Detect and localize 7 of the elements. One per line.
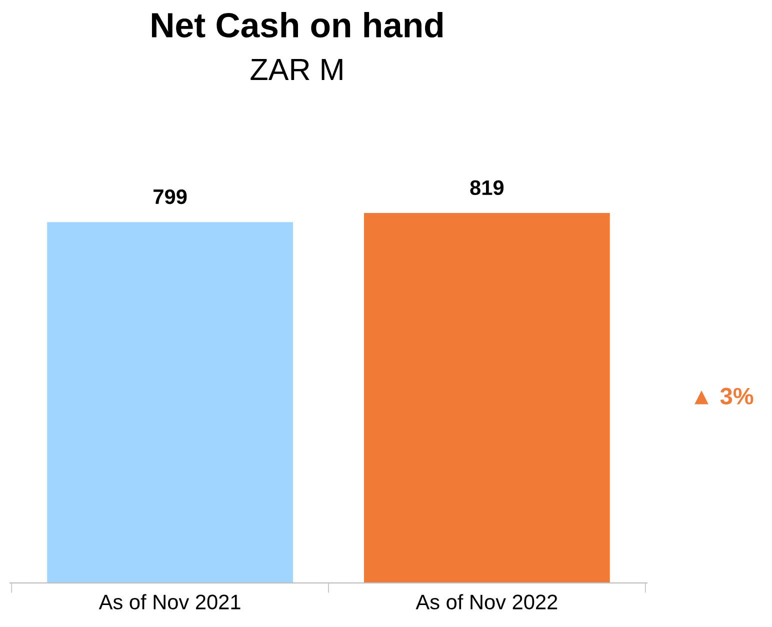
chart-title: Net Cash on hand [152, 12, 443, 38]
x-tick-label: As of Nov 2022 [416, 594, 558, 610]
data-label: 819 [470, 180, 504, 196]
data-label: 799 [154, 189, 187, 204]
text: ▲ 3% [694, 388, 754, 405]
x-tick-label: As of Nov 2021 [98, 594, 240, 610]
chart-subtitle: ZAR M [250, 58, 342, 80]
